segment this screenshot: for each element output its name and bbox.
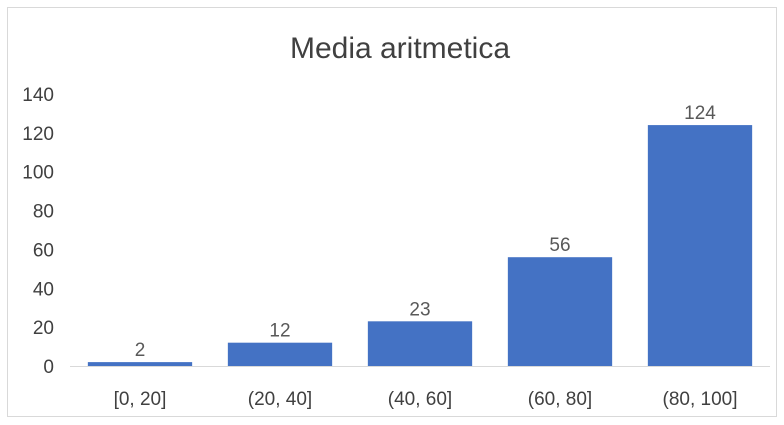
data-labels: 2 12 23 56 124 <box>135 103 717 361</box>
bars <box>87 125 753 366</box>
data-label: 124 <box>684 103 716 124</box>
x-tick-label: (40, 60] <box>388 389 452 410</box>
y-tick-label: 100 <box>22 163 54 184</box>
bar <box>367 321 473 366</box>
data-label: 23 <box>409 299 430 320</box>
bar <box>647 125 753 366</box>
y-tick-label: 40 <box>33 279 54 300</box>
bar <box>507 257 613 366</box>
x-tick-label: (60, 80] <box>528 389 592 410</box>
x-tick-label: (80, 100] <box>663 389 738 410</box>
bar <box>87 362 193 366</box>
y-tick-label: 20 <box>33 318 54 339</box>
data-label: 2 <box>135 340 146 361</box>
bar <box>227 342 333 366</box>
x-tick-label: [0, 20] <box>114 389 167 410</box>
y-tick-label: 80 <box>33 202 54 223</box>
y-tick-label: 140 <box>22 85 54 106</box>
chart-title: Media aritmetica <box>290 32 510 65</box>
data-label: 12 <box>269 321 290 342</box>
y-tick-label: 120 <box>22 124 54 145</box>
x-tick-label: (20, 40] <box>248 389 312 410</box>
y-tick-label: 0 <box>43 357 54 378</box>
data-label: 56 <box>549 235 570 256</box>
y-tick-label: 60 <box>33 240 54 261</box>
y-axis: 0 20 40 60 80 100 120 140 <box>22 85 54 378</box>
x-axis: [0, 20] (20, 40] (40, 60] (60, 80] (80, 100] <box>114 389 738 410</box>
